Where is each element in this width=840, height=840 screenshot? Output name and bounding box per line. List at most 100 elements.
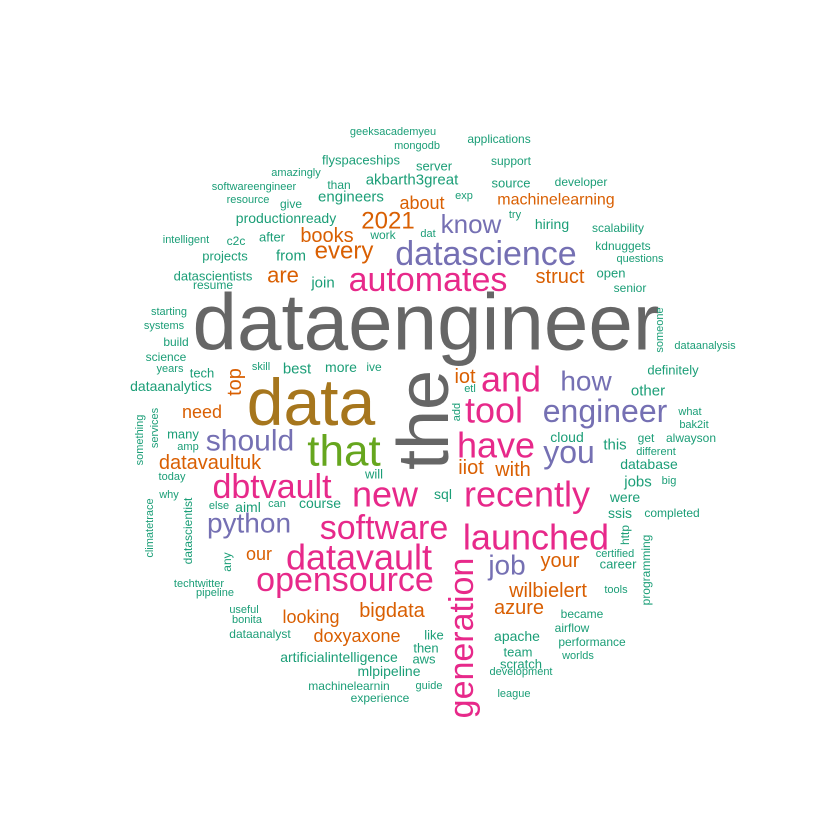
word-programming: programming [639, 535, 653, 606]
word-any: any [220, 552, 234, 571]
word-this: this [603, 437, 626, 454]
word-get: get [638, 431, 655, 445]
word-systems: systems [144, 320, 185, 332]
word-bigdata: bigdata [359, 600, 425, 622]
word-try: try [509, 209, 522, 221]
word-years: years [157, 363, 184, 375]
word-someone: someone [654, 307, 666, 352]
word-looking: looking [282, 607, 339, 627]
word-job: job [487, 550, 525, 581]
word-automates: automates [349, 261, 508, 299]
word-amp: amp [177, 441, 198, 453]
word-other: other [631, 383, 665, 400]
word-resume: resume [193, 278, 233, 292]
word-completed: completed [644, 506, 699, 520]
word-top: top [224, 368, 246, 396]
word-c2c: c2c [227, 234, 246, 248]
word-generation: generation [443, 558, 481, 719]
word-else: else [209, 500, 229, 512]
word-doxyaxone: doxyaxone [313, 626, 400, 646]
word-software: software [320, 509, 449, 547]
word-big: big [662, 475, 677, 487]
word-league: league [497, 688, 530, 700]
word-many: many [167, 427, 199, 442]
word-datascience: datascience [395, 235, 576, 273]
word-dataanalysis: dataanalysis [674, 340, 736, 352]
word-science: science [146, 350, 187, 364]
word-different: different [636, 446, 676, 458]
word-course: course [299, 495, 341, 511]
word-akbarth3great: akbarth3great [366, 172, 459, 189]
word-climatetrace: climatetrace [144, 498, 156, 557]
word-iot: iot [454, 366, 476, 388]
word-know: know [441, 209, 502, 239]
word-best: best [283, 361, 312, 378]
word-more: more [325, 359, 357, 375]
word-data: data [247, 365, 376, 439]
word-performance: performance [558, 635, 626, 649]
word-can: can [268, 498, 286, 510]
word-new: new [352, 474, 419, 515]
word-cloud: cloud [550, 429, 583, 445]
word-why: why [158, 489, 179, 501]
word-need: need [182, 402, 222, 422]
word-bonita: bonita [232, 614, 263, 626]
word-with: with [494, 459, 531, 481]
word-developer: developer [555, 175, 608, 189]
word-projects: projects [202, 249, 248, 264]
word-machinelearnin: machinelearnin [308, 679, 389, 693]
word-datascientist: datascientist [181, 497, 195, 564]
word-are: are [267, 263, 299, 288]
word-http: http [618, 525, 632, 545]
word-apache: apache [494, 628, 540, 644]
word-starting: starting [151, 306, 187, 318]
word-will: will [364, 467, 383, 482]
word-server: server [416, 159, 453, 174]
word-recently: recently [464, 474, 590, 515]
word-every: every [315, 238, 374, 265]
word-mongodb: mongodb [394, 140, 440, 152]
word-useful: useful [229, 604, 258, 616]
word-etl: etl [464, 383, 476, 395]
word-bak2it: bak2it [679, 419, 708, 431]
word-datavault: datavault [286, 537, 432, 578]
word-about: about [399, 193, 444, 213]
word-azure: azure [494, 597, 544, 619]
word-resource: resource [227, 194, 270, 206]
word-and: and [481, 359, 541, 400]
word-dataanalyst: dataanalyst [229, 627, 291, 641]
word-database: database [620, 456, 678, 472]
word-engineer: engineer [543, 393, 668, 429]
word-flyspaceships: flyspaceships [322, 153, 401, 168]
word-dat: dat [420, 228, 435, 240]
word-what: what [677, 406, 701, 418]
word-alwayson: alwayson [666, 431, 716, 445]
word-support: support [491, 154, 532, 168]
word-experience: experience [351, 691, 410, 705]
word-your: your [541, 550, 580, 572]
word-than: than [327, 178, 350, 192]
word-tool: tool [465, 390, 523, 431]
word-questions: questions [616, 253, 664, 265]
word-mlpipeline: mlpipeline [357, 663, 420, 679]
word-artificialintelligence: artificialintelligence [280, 649, 398, 665]
word-were: were [609, 489, 641, 505]
word-the: the [384, 370, 464, 470]
word-amazingly: amazingly [271, 167, 321, 179]
word-today: today [159, 471, 186, 483]
word-machinelearning: machinelearning [497, 192, 614, 209]
word-airflow: airflow [555, 621, 590, 635]
word-intelligent: intelligent [163, 234, 209, 246]
word-ive: ive [366, 360, 382, 374]
word-dataengineer: dataengineer [192, 278, 659, 367]
word-productionready: productionready [236, 210, 336, 226]
word-have: have [457, 425, 535, 466]
word-ssis: ssis [608, 505, 632, 521]
word-launched: launched [463, 517, 609, 558]
word-build: build [163, 335, 188, 349]
word-should: should [206, 425, 294, 458]
word-opensource: opensource [256, 561, 434, 599]
word-you: you [543, 434, 595, 470]
word-like: like [424, 628, 444, 643]
